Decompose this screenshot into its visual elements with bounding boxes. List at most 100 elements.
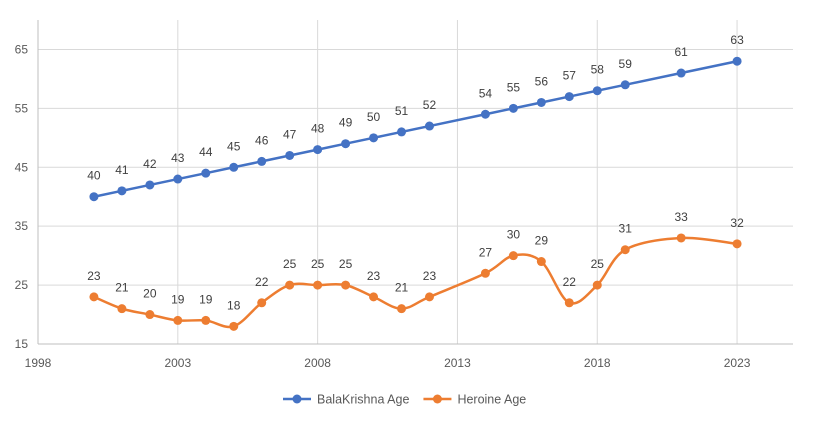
heroine-age-data-label: 22 [255, 275, 269, 289]
heroine-age-point [397, 304, 407, 314]
legend-item-balakrishna-age: BalaKrishna Age [283, 393, 409, 407]
series [89, 56, 742, 331]
x-tick-label: 2008 [304, 356, 331, 370]
balakrishna-age-point [89, 192, 99, 202]
balakrishna-age-point [592, 86, 602, 96]
heroine-age-point [564, 298, 574, 308]
heroine-age-point [480, 268, 490, 278]
y-tick-label: 55 [15, 101, 29, 115]
heroine-age-data-label: 29 [535, 234, 549, 248]
heroine-age-data-label: 31 [619, 222, 633, 236]
legend-label-balakrishna-age: BalaKrishna Age [317, 393, 409, 407]
heroine-age-point [341, 280, 351, 290]
balakrishna-age-data-label: 42 [143, 157, 157, 171]
balakrishna-age-data-label: 57 [563, 69, 577, 83]
heroine-age-data-label: 19 [199, 292, 213, 306]
balakrishna-age-data-label: 61 [674, 45, 688, 59]
heroine-age-point [536, 257, 546, 267]
heroine-age-point [257, 298, 267, 308]
balakrishna-age-point [257, 156, 267, 166]
heroine-age-point [313, 280, 323, 290]
balakrishna-age-point [285, 150, 295, 160]
balakrishna-age-point [732, 56, 742, 66]
legend-marker-balakrishna-age [292, 394, 302, 404]
heroine-age-data-label: 21 [115, 281, 129, 295]
heroine-age-point [145, 310, 155, 320]
balakrishna-age-data-label: 40 [87, 169, 101, 183]
heroine-age-line [92, 236, 739, 329]
heroine-age-point [201, 315, 211, 325]
balakrishna-age-point [620, 80, 630, 90]
balakrishna-age-data-label: 47 [283, 127, 297, 141]
balakrishna-age-point [508, 103, 518, 113]
balakrishna-age-data-label: 41 [115, 163, 129, 177]
heroine-age-data-label: 19 [171, 292, 185, 306]
x-tick-label: 2018 [584, 356, 611, 370]
balakrishna-age-point [229, 162, 239, 172]
heroine-age-data-label: 30 [507, 228, 521, 242]
balakrishna-age-data-label: 45 [227, 139, 241, 153]
heroine-age-point [424, 292, 434, 302]
balakrishna-age-point [145, 180, 155, 190]
x-tick-label: 2023 [724, 356, 751, 370]
balakrishna-age-data-label: 59 [619, 57, 633, 71]
heroine-age-data-label: 25 [339, 257, 353, 271]
balakrishna-age-data-label: 56 [535, 74, 549, 88]
balakrishna-age-point [536, 97, 546, 107]
balakrishna-age-data-label: 55 [507, 80, 521, 94]
heroine-age-point [89, 292, 99, 302]
balakrishna-age-point [117, 186, 127, 196]
balakrishna-age-point [201, 168, 211, 178]
balakrishna-age-point [424, 121, 434, 131]
balakrishna-age-point [676, 68, 686, 78]
balakrishna-age-data-label: 50 [367, 110, 381, 124]
y-tick-label: 45 [15, 160, 29, 174]
legend-marker-heroine-age [432, 394, 442, 404]
heroine-age-data-label: 33 [674, 210, 688, 224]
balakrishna-age-data-label: 54 [479, 86, 493, 100]
heroine-age-point [117, 304, 127, 314]
balakrishna-age-point [369, 133, 379, 143]
y-tick-label: 35 [15, 219, 29, 233]
balakrishna-age-point [173, 174, 183, 184]
y-tick-label: 15 [15, 337, 29, 351]
data-labels: 40 41 42 43 44 45 46 47 48 49 50 51 52 54 55 56 57 58 59 61… [87, 33, 744, 312]
balakrishna-age-data-label: 58 [591, 63, 605, 77]
balakrishna-age-point [564, 92, 574, 102]
legend-label-heroine-age: Heroine Age [457, 393, 526, 407]
heroine-age-data-label: 25 [591, 257, 605, 271]
x-tick-label: 1998 [25, 356, 52, 370]
heroine-age-point [369, 292, 379, 302]
heroine-age-data-label: 23 [367, 269, 381, 283]
heroine-age-point [620, 245, 630, 255]
legend-item-heroine-age: Heroine Age [423, 393, 526, 407]
balakrishna-age-point [313, 145, 323, 155]
heroine-age-data-label: 21 [395, 281, 409, 295]
balakrishna-age-point [341, 139, 351, 149]
y-tick-label: 25 [15, 278, 29, 292]
balakrishna-age-data-label: 48 [311, 122, 325, 136]
heroine-age-point [229, 321, 239, 331]
heroine-age-point [732, 239, 742, 249]
balakrishna-age-data-label: 51 [395, 104, 409, 118]
heroine-age-data-label: 23 [87, 269, 101, 283]
y-tick-label: 65 [15, 42, 29, 56]
balakrishna-age-data-label: 49 [339, 116, 353, 130]
balakrishna-age-data-label: 63 [730, 33, 744, 47]
heroine-age-point [592, 280, 602, 290]
heroine-age-data-label: 18 [227, 298, 241, 312]
heroine-age-point [173, 315, 183, 325]
balakrishna-age-data-label: 43 [171, 151, 185, 165]
x-tick-label: 2003 [164, 356, 191, 370]
balakrishna-age-data-label: 46 [255, 133, 269, 147]
legend: BalaKrishna Age Heroine Age [283, 393, 526, 407]
heroine-age-data-label: 27 [479, 245, 493, 259]
x-tick-label: 2013 [444, 356, 471, 370]
heroine-age-point [508, 251, 518, 261]
heroine-age-data-label: 20 [143, 287, 157, 301]
heroine-age-data-label: 32 [730, 216, 744, 230]
balakrishna-age-data-label: 52 [423, 98, 437, 112]
